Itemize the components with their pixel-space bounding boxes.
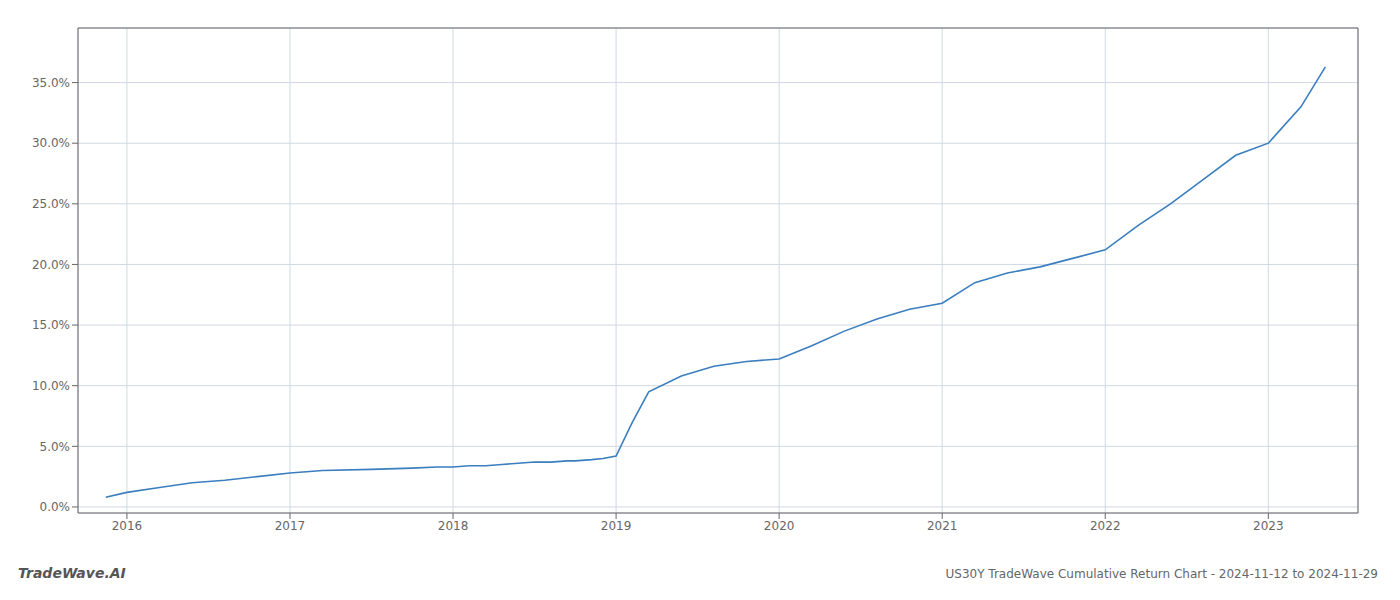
svg-text:2020: 2020	[764, 519, 795, 533]
svg-text:5.0%: 5.0%	[40, 440, 71, 454]
svg-text:2016: 2016	[112, 519, 143, 533]
svg-text:2022: 2022	[1090, 519, 1121, 533]
svg-text:30.0%: 30.0%	[32, 136, 70, 150]
html-text:TradeWave.AI: TradeWave.AI	[18, 565, 126, 581]
html-text:US30Y TradeWave Cumulative Ret: US30Y TradeWave Cumulative Return Chart …	[945, 567, 1378, 581]
svg-text:2017: 2017	[275, 519, 306, 533]
svg-text:2021: 2021	[927, 519, 958, 533]
svg-text:0.0%: 0.0%	[40, 500, 71, 514]
svg-text:20.0%: 20.0%	[32, 258, 70, 272]
svg-text:25.0%: 25.0%	[32, 197, 70, 211]
svg-text:2019: 2019	[601, 519, 632, 533]
svg-text:10.0%: 10.0%	[32, 379, 70, 393]
svg-text:2023: 2023	[1253, 519, 1284, 533]
svg-text:2018: 2018	[438, 519, 469, 533]
svg-text:35.0%: 35.0%	[32, 76, 70, 90]
svg-text:15.0%: 15.0%	[32, 318, 70, 332]
